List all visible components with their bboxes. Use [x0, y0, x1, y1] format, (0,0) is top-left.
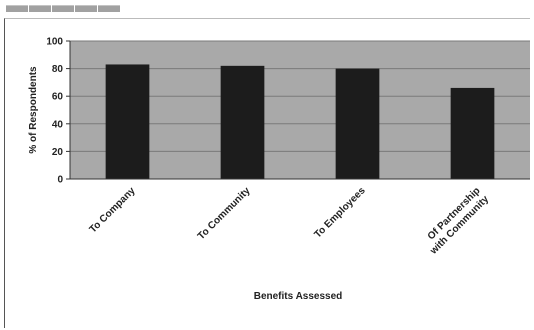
x-tick-label: To Community — [196, 185, 253, 242]
x-tick-label-line: To Community — [196, 185, 253, 242]
cropped-header-fragment: ▬▬▬▬▬ — [0, 0, 240, 18]
y-tick-label: 100 — [46, 37, 63, 48]
x-tick-label: Of Partnershipwith Community — [419, 185, 491, 257]
x-axis-label: Benefits Assessed — [254, 291, 343, 302]
y-tick-label: 80 — [52, 64, 64, 75]
bar — [105, 64, 150, 179]
x-tick-label-line: To Company — [88, 185, 138, 235]
x-tick-label: To Employees — [312, 185, 368, 241]
y-tick-labels: 0 20 40 60 80 100 — [46, 37, 63, 186]
y-tick-label: 60 — [52, 92, 64, 103]
x-tick-label: To Company — [88, 185, 138, 235]
bar — [335, 68, 380, 179]
cropped-header-glyphs: ▬▬▬▬▬ — [6, 0, 121, 17]
x-tick-labels: To Company To Community To Employees Of Par… — [88, 185, 492, 257]
y-tick-label: 40 — [52, 119, 64, 130]
x-tick-label-line: To Employees — [312, 185, 368, 241]
bar — [450, 87, 495, 179]
y-tick-label: 20 — [52, 147, 64, 158]
y-axis-label: % of Respondents — [28, 66, 39, 154]
bars — [105, 64, 495, 179]
bar — [220, 65, 265, 179]
y-tick-label: 0 — [57, 175, 63, 186]
